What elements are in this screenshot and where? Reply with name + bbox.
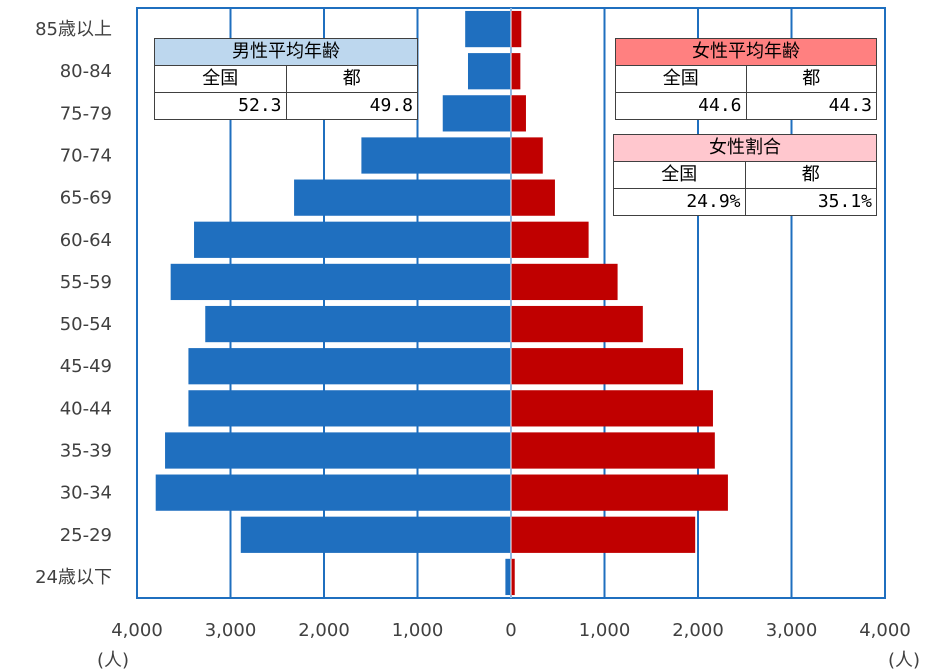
category-label: 75-79 xyxy=(60,103,112,124)
male-national-value: 52.3 xyxy=(154,92,287,120)
female-national-value: 44.6 xyxy=(615,92,747,120)
bar-left xyxy=(205,305,511,343)
female-ratio-national-value: 24.9% xyxy=(613,188,746,216)
category-label: 65-69 xyxy=(60,188,112,209)
bar-left xyxy=(294,179,511,216)
x-tick-label: 4,000 xyxy=(859,620,911,641)
female-national-label: 全国 xyxy=(615,65,747,93)
category-label: 25-29 xyxy=(60,525,112,546)
bar-left xyxy=(465,10,511,48)
bar-right xyxy=(511,305,643,343)
category-label: 85歳以上 xyxy=(35,19,112,40)
female-ratio-table: 女性割合 全国 都 24.9% 35.1% xyxy=(613,134,877,216)
bar-right xyxy=(511,137,543,174)
category-label: 40-44 xyxy=(60,398,112,419)
x-tick-label: 0 xyxy=(505,620,516,641)
category-label: 45-49 xyxy=(60,356,112,377)
female-tokyo-value: 44.3 xyxy=(745,92,877,120)
female-ratio-tokyo-value: 35.1% xyxy=(744,188,877,216)
bar-left xyxy=(442,95,511,132)
category-label: 70-74 xyxy=(60,146,112,167)
bar-left xyxy=(194,221,511,258)
bar-left xyxy=(240,516,511,553)
male-average-age-table: 男性平均年齢 全国 都 52.3 49.8 xyxy=(154,38,418,120)
bar-right xyxy=(511,179,555,216)
x-tick-label: 2,000 xyxy=(298,620,350,641)
category-label: 50-54 xyxy=(60,314,112,335)
bar-right xyxy=(511,263,618,301)
male-national-label: 全国 xyxy=(154,65,287,93)
bar-left xyxy=(188,390,512,427)
category-label: 30-34 xyxy=(60,483,112,504)
bar-left xyxy=(505,558,511,596)
bar-left xyxy=(361,137,511,174)
x-tick-label: 3,000 xyxy=(205,620,257,641)
bar-left xyxy=(188,348,512,385)
bar-right xyxy=(511,53,521,90)
bar-right xyxy=(511,432,715,469)
bar-left xyxy=(467,53,511,90)
x-tick-label: 1,000 xyxy=(579,620,631,641)
bar-right xyxy=(511,474,728,511)
bar-right xyxy=(511,516,696,553)
category-label: 55-59 xyxy=(60,272,112,293)
bar-right xyxy=(511,221,589,258)
category-label: 24歳以下 xyxy=(35,567,112,588)
bar-right xyxy=(511,390,713,427)
unit-label-left: (人) xyxy=(97,650,129,671)
male-average-age-title: 男性平均年齢 xyxy=(154,38,418,66)
female-tokyo-label: 都 xyxy=(745,65,877,93)
category-label: 60-64 xyxy=(60,230,112,251)
bar-right xyxy=(511,558,515,596)
category-label: 80-84 xyxy=(60,61,112,82)
x-tick-label: 4,000 xyxy=(111,620,163,641)
x-tick-label: 2,000 xyxy=(672,620,724,641)
female-ratio-title: 女性割合 xyxy=(613,134,877,162)
male-tokyo-label: 都 xyxy=(285,65,418,93)
bar-left xyxy=(155,474,511,511)
bar-right xyxy=(511,348,684,385)
unit-label-right: (人) xyxy=(888,650,920,671)
bar-right xyxy=(511,95,526,132)
female-average-age-table: 女性平均年齢 全国 都 44.6 44.3 xyxy=(615,38,877,120)
bar-left xyxy=(165,432,512,469)
female-ratio-tokyo-label: 都 xyxy=(744,161,877,189)
male-tokyo-value: 49.8 xyxy=(285,92,418,120)
female-average-age-title: 女性平均年齢 xyxy=(615,38,877,66)
x-tick-label: 3,000 xyxy=(766,620,818,641)
female-ratio-national-label: 全国 xyxy=(613,161,746,189)
bar-right xyxy=(511,10,522,48)
bar-left xyxy=(170,263,511,301)
x-tick-label: 1,000 xyxy=(392,620,444,641)
category-label: 35-39 xyxy=(60,441,112,462)
